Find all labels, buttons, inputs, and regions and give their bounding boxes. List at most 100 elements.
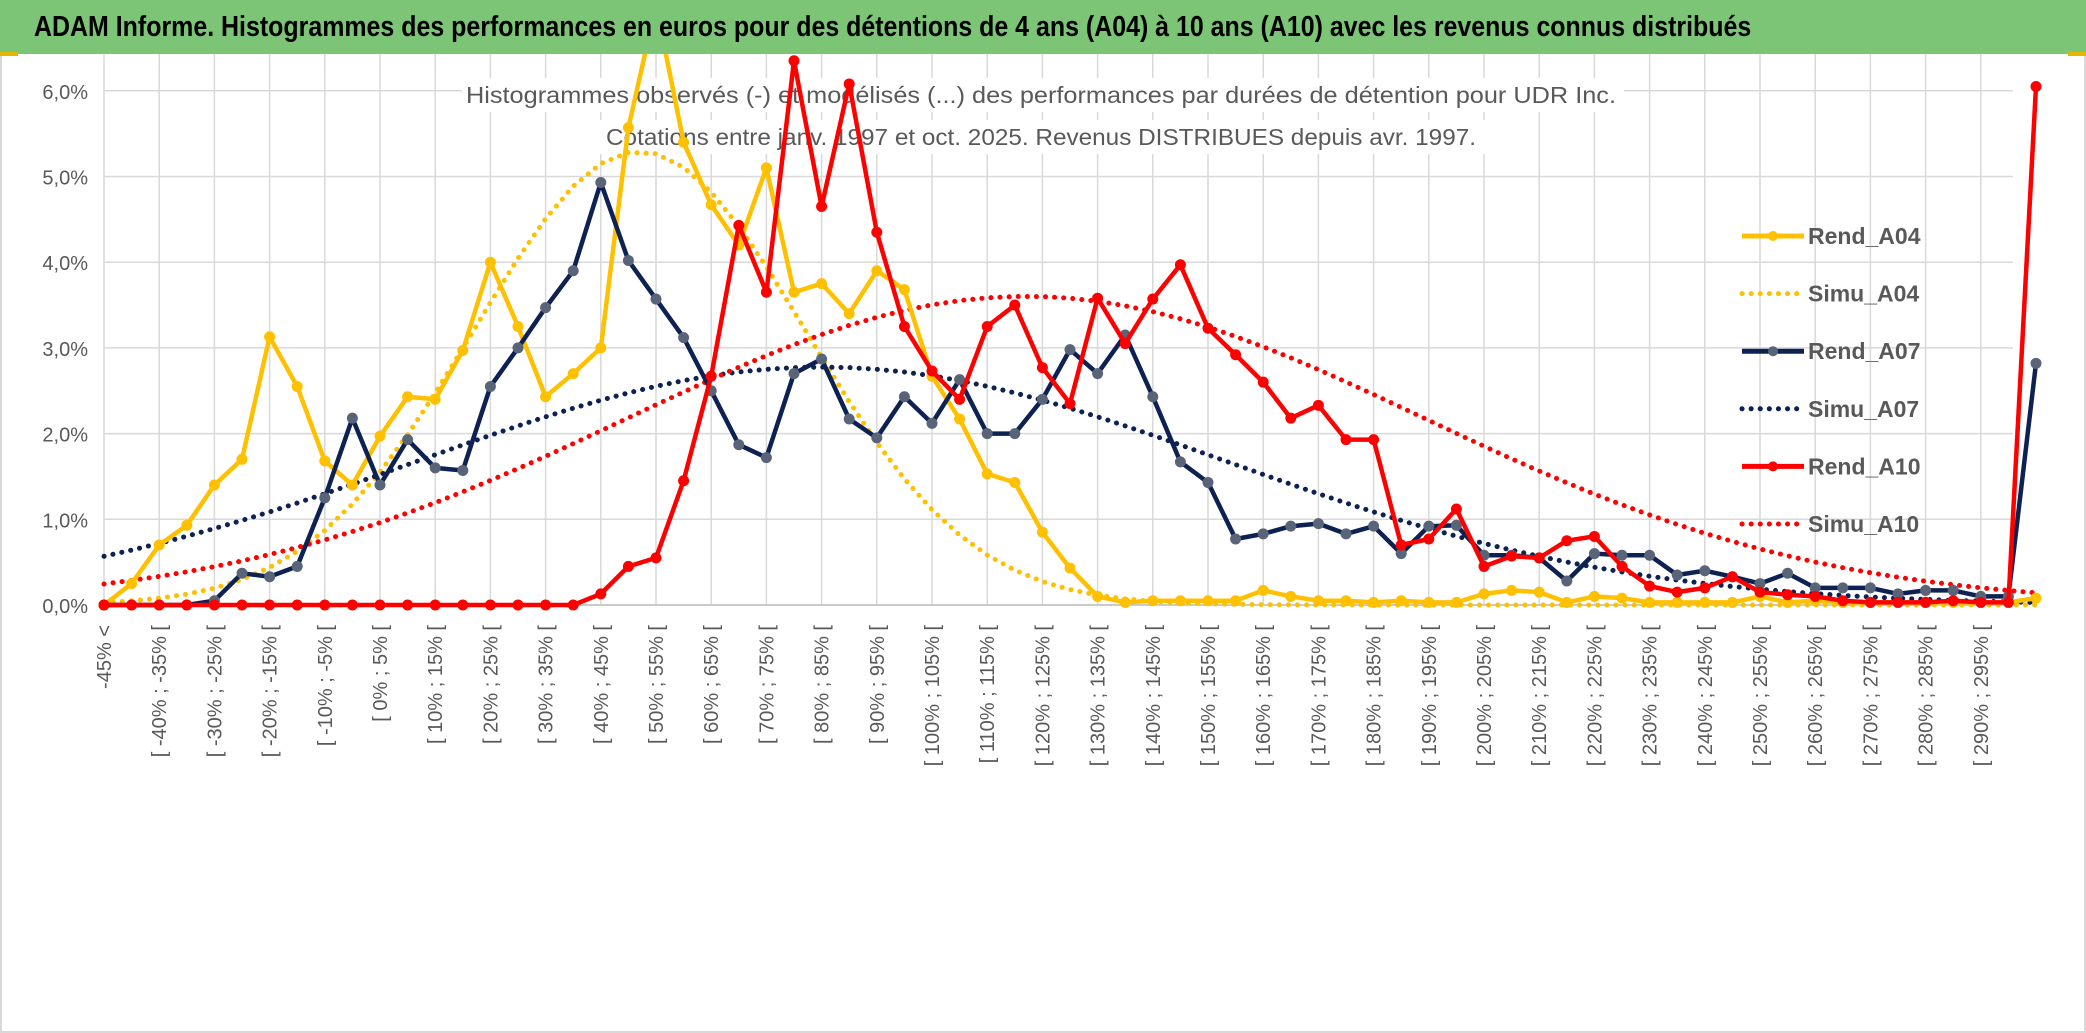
x-tick-label: [ 50% ; 55% [ xyxy=(646,625,668,744)
point-Rend_A07 xyxy=(650,293,662,305)
legend-label-Simu_A04: Simu_A04 xyxy=(1808,281,1919,307)
point-Rend_A10 xyxy=(1423,533,1435,545)
point-Rend_A04 xyxy=(1450,596,1462,608)
x-tick-label: [ -30% ; -25% [ xyxy=(204,625,226,758)
x-tick-label: [ 130% ; 135% [ xyxy=(1088,625,1110,767)
point-Rend_A10 xyxy=(650,552,662,564)
point-Rend_A10 xyxy=(1644,580,1656,592)
point-Rend_A10 xyxy=(1892,596,1904,608)
point-Rend_A07 xyxy=(1450,519,1462,531)
point-Rend_A07 xyxy=(926,417,938,429)
point-Rend_A04 xyxy=(1036,526,1048,538)
point-Rend_A07 xyxy=(1036,393,1048,405)
point-Rend_A10 xyxy=(1230,349,1242,361)
point-Rend_A07 xyxy=(1147,391,1159,403)
report-banner: ADAM Informe. Histogrammes des performan… xyxy=(0,0,2086,54)
point-Rend_A04 xyxy=(1478,588,1490,600)
point-Rend_A07 xyxy=(1230,533,1242,545)
point-Rend_A10 xyxy=(264,599,276,611)
legend-label-Simu_A10: Simu_A10 xyxy=(1808,511,1919,537)
point-Rend_A10 xyxy=(1119,338,1131,350)
point-Rend_A10 xyxy=(1975,596,1987,608)
x-tick-label: [ 160% ; 165% [ xyxy=(1253,625,1275,767)
x-tick-label: [ 240% ; 245% [ xyxy=(1695,625,1717,767)
point-Rend_A10 xyxy=(1561,535,1573,547)
point-Rend_A04 xyxy=(1119,596,1131,608)
point-Rend_A07 xyxy=(1257,528,1269,540)
series-Rend_A07 xyxy=(98,176,2042,611)
chart-title-line1: Histogrammes observés (-) et modélisés (… xyxy=(466,82,1616,108)
point-Rend_A07 xyxy=(1009,428,1021,440)
y-tick-label: 2,0% xyxy=(42,425,88,447)
line-Rend_A07 xyxy=(104,180,2039,608)
y-axis-ticks: 0,0%1,0%2,0%3,0%4,0%5,0%6,0%7,0%8,0% xyxy=(42,82,88,618)
point-Rend_A04 xyxy=(816,278,828,290)
line-Simu_A04 xyxy=(101,149,2039,608)
x-tick-label: [ 20% ; 25% [ xyxy=(480,625,502,744)
point-Rend_A10 xyxy=(1920,596,1932,608)
point-Rend_A07 xyxy=(540,302,552,314)
point-Rend_A04 xyxy=(622,122,634,134)
line-Simu_A10 xyxy=(101,293,2039,596)
point-Rend_A04 xyxy=(1533,586,1545,598)
x-tick-label: [ 260% ; 265% [ xyxy=(1805,625,1827,767)
x-tick-label: [ 170% ; 175% [ xyxy=(1308,625,1330,767)
point-Rend_A10 xyxy=(429,599,441,611)
y-tick-label: 6,0% xyxy=(42,82,88,104)
point-Rend_A07 xyxy=(484,380,496,392)
point-Rend_A07 xyxy=(816,353,828,365)
point-Rend_A04 xyxy=(457,344,469,356)
point-Rend_A10 xyxy=(622,560,634,572)
point-Rend_A10 xyxy=(1506,550,1518,562)
point-Rend_A10 xyxy=(678,475,690,487)
x-tick-label: [ 60% ; 65% [ xyxy=(701,625,723,744)
point-Rend_A04 xyxy=(1230,595,1242,607)
point-Rend_A10 xyxy=(871,226,883,238)
point-Rend_A10 xyxy=(981,320,993,332)
title-line2-bg xyxy=(590,120,1496,154)
point-Rend_A04 xyxy=(1312,595,1324,607)
point-Rend_A07 xyxy=(1368,520,1380,532)
x-tick-label: [ 270% ; 275% [ xyxy=(1860,625,1882,767)
point-Rend_A10 xyxy=(1395,539,1407,551)
point-Rend_A10 xyxy=(1478,560,1490,572)
point-Rend_A07 xyxy=(981,428,993,440)
point-Rend_A04 xyxy=(1340,595,1352,607)
point-Rend_A07 xyxy=(788,368,800,380)
point-Rend_A10 xyxy=(788,55,800,67)
point-Rend_A07 xyxy=(678,332,690,344)
point-Rend_A07 xyxy=(1092,368,1104,380)
x-tick-label: [ 0% ; 5% [ xyxy=(370,625,392,722)
point-Rend_A07 xyxy=(402,434,414,446)
point-Rend_A04 xyxy=(1506,584,1518,596)
point-Rend_A10 xyxy=(595,588,607,600)
point-Rend_A07 xyxy=(760,452,772,464)
point-Rend_A10 xyxy=(291,599,303,611)
point-Rend_A10 xyxy=(1671,586,1683,598)
point-Rend_A10 xyxy=(1450,503,1462,515)
point-Rend_A04 xyxy=(126,578,138,590)
point-Rend_A10 xyxy=(1064,398,1076,410)
point-Rend_A10 xyxy=(402,599,414,611)
point-Rend_A10 xyxy=(1699,582,1711,594)
x-tick-label: [ 210% ; 215% [ xyxy=(1529,625,1551,767)
point-Rend_A07 xyxy=(595,176,607,188)
point-Rend_A07 xyxy=(1644,549,1656,561)
point-Rend_A07 xyxy=(2030,357,2042,369)
point-Rend_A04 xyxy=(1009,476,1021,488)
point-Rend_A10 xyxy=(540,599,552,611)
point-Rend_A04 xyxy=(236,453,248,465)
point-Rend_A04 xyxy=(1561,596,1573,608)
x-tick-label: [ 70% ; 75% [ xyxy=(756,625,778,744)
point-Rend_A04 xyxy=(843,308,855,320)
x-tick-label: [ 100% ; 105% [ xyxy=(922,625,944,767)
legend-marker-Rend_A07 xyxy=(1768,346,1778,357)
point-Rend_A10 xyxy=(208,599,220,611)
point-Rend_A04 xyxy=(1395,595,1407,607)
point-Rend_A04 xyxy=(319,455,331,467)
legend-label-Rend_A10: Rend_A10 xyxy=(1808,453,1920,479)
point-Rend_A10 xyxy=(843,78,855,90)
point-Rend_A07 xyxy=(1782,567,1794,579)
point-Rend_A04 xyxy=(788,286,800,298)
point-Rend_A07 xyxy=(1671,569,1683,581)
